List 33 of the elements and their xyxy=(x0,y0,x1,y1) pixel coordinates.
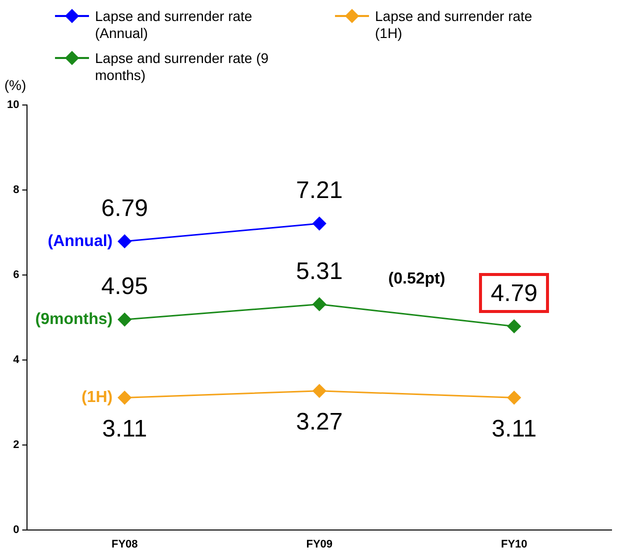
point xyxy=(312,384,326,398)
y-tick-label: 2 xyxy=(13,438,20,451)
point xyxy=(507,390,521,404)
legend-label: Lapse and surrender rate (1H) xyxy=(375,8,534,42)
point xyxy=(118,312,132,326)
data-label: 3.11 xyxy=(102,415,148,442)
point xyxy=(312,297,326,311)
y-axis-title: (%) xyxy=(4,76,26,93)
point xyxy=(118,390,132,404)
data-label: 4.95 xyxy=(101,273,148,300)
y-tick-label: 6 xyxy=(13,268,20,281)
point xyxy=(118,234,132,248)
legend-label: Lapse and surrender rate (9 months) xyxy=(95,50,270,84)
x-tick-label: FY10 xyxy=(500,538,528,550)
point xyxy=(507,320,521,334)
data-label: 7.21 xyxy=(296,177,343,204)
y-tick-label: 10 xyxy=(6,99,20,112)
y-tick-label: 0 xyxy=(13,524,20,536)
data-label: 3.27 xyxy=(296,408,343,436)
data-label: 5.31 xyxy=(296,258,343,285)
data-label: 3.11 xyxy=(492,415,537,442)
legend-label: Lapse and surrender rate (Annual) xyxy=(95,8,254,42)
point xyxy=(312,216,326,230)
data-label: 6.79 xyxy=(101,194,148,222)
annotation: (1H) xyxy=(82,389,113,406)
annotation: (9months) xyxy=(35,310,113,328)
data-label: 4.79 xyxy=(490,280,538,307)
x-tick-label: FY09 xyxy=(306,538,333,550)
annotation: (0.52pt) xyxy=(388,270,446,288)
x-tick-label: FY08 xyxy=(111,538,138,550)
y-tick-label: 4 xyxy=(13,354,20,366)
y-tick-label: 8 xyxy=(13,184,20,196)
annotation: (Annual) xyxy=(48,232,113,250)
